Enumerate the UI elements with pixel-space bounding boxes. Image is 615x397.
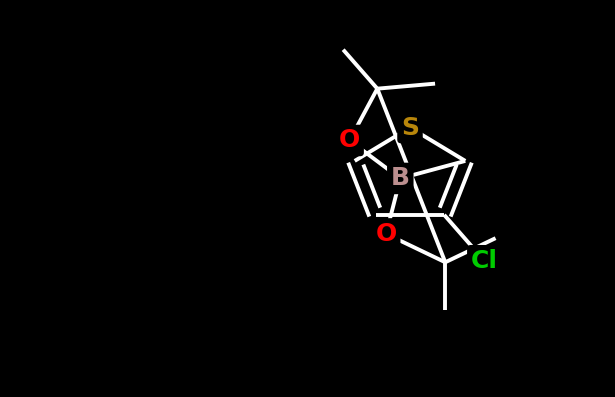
Text: S: S bbox=[401, 116, 419, 140]
Text: O: O bbox=[376, 222, 397, 246]
Text: B: B bbox=[391, 166, 410, 191]
Text: O: O bbox=[339, 129, 360, 152]
Text: Cl: Cl bbox=[471, 249, 498, 273]
